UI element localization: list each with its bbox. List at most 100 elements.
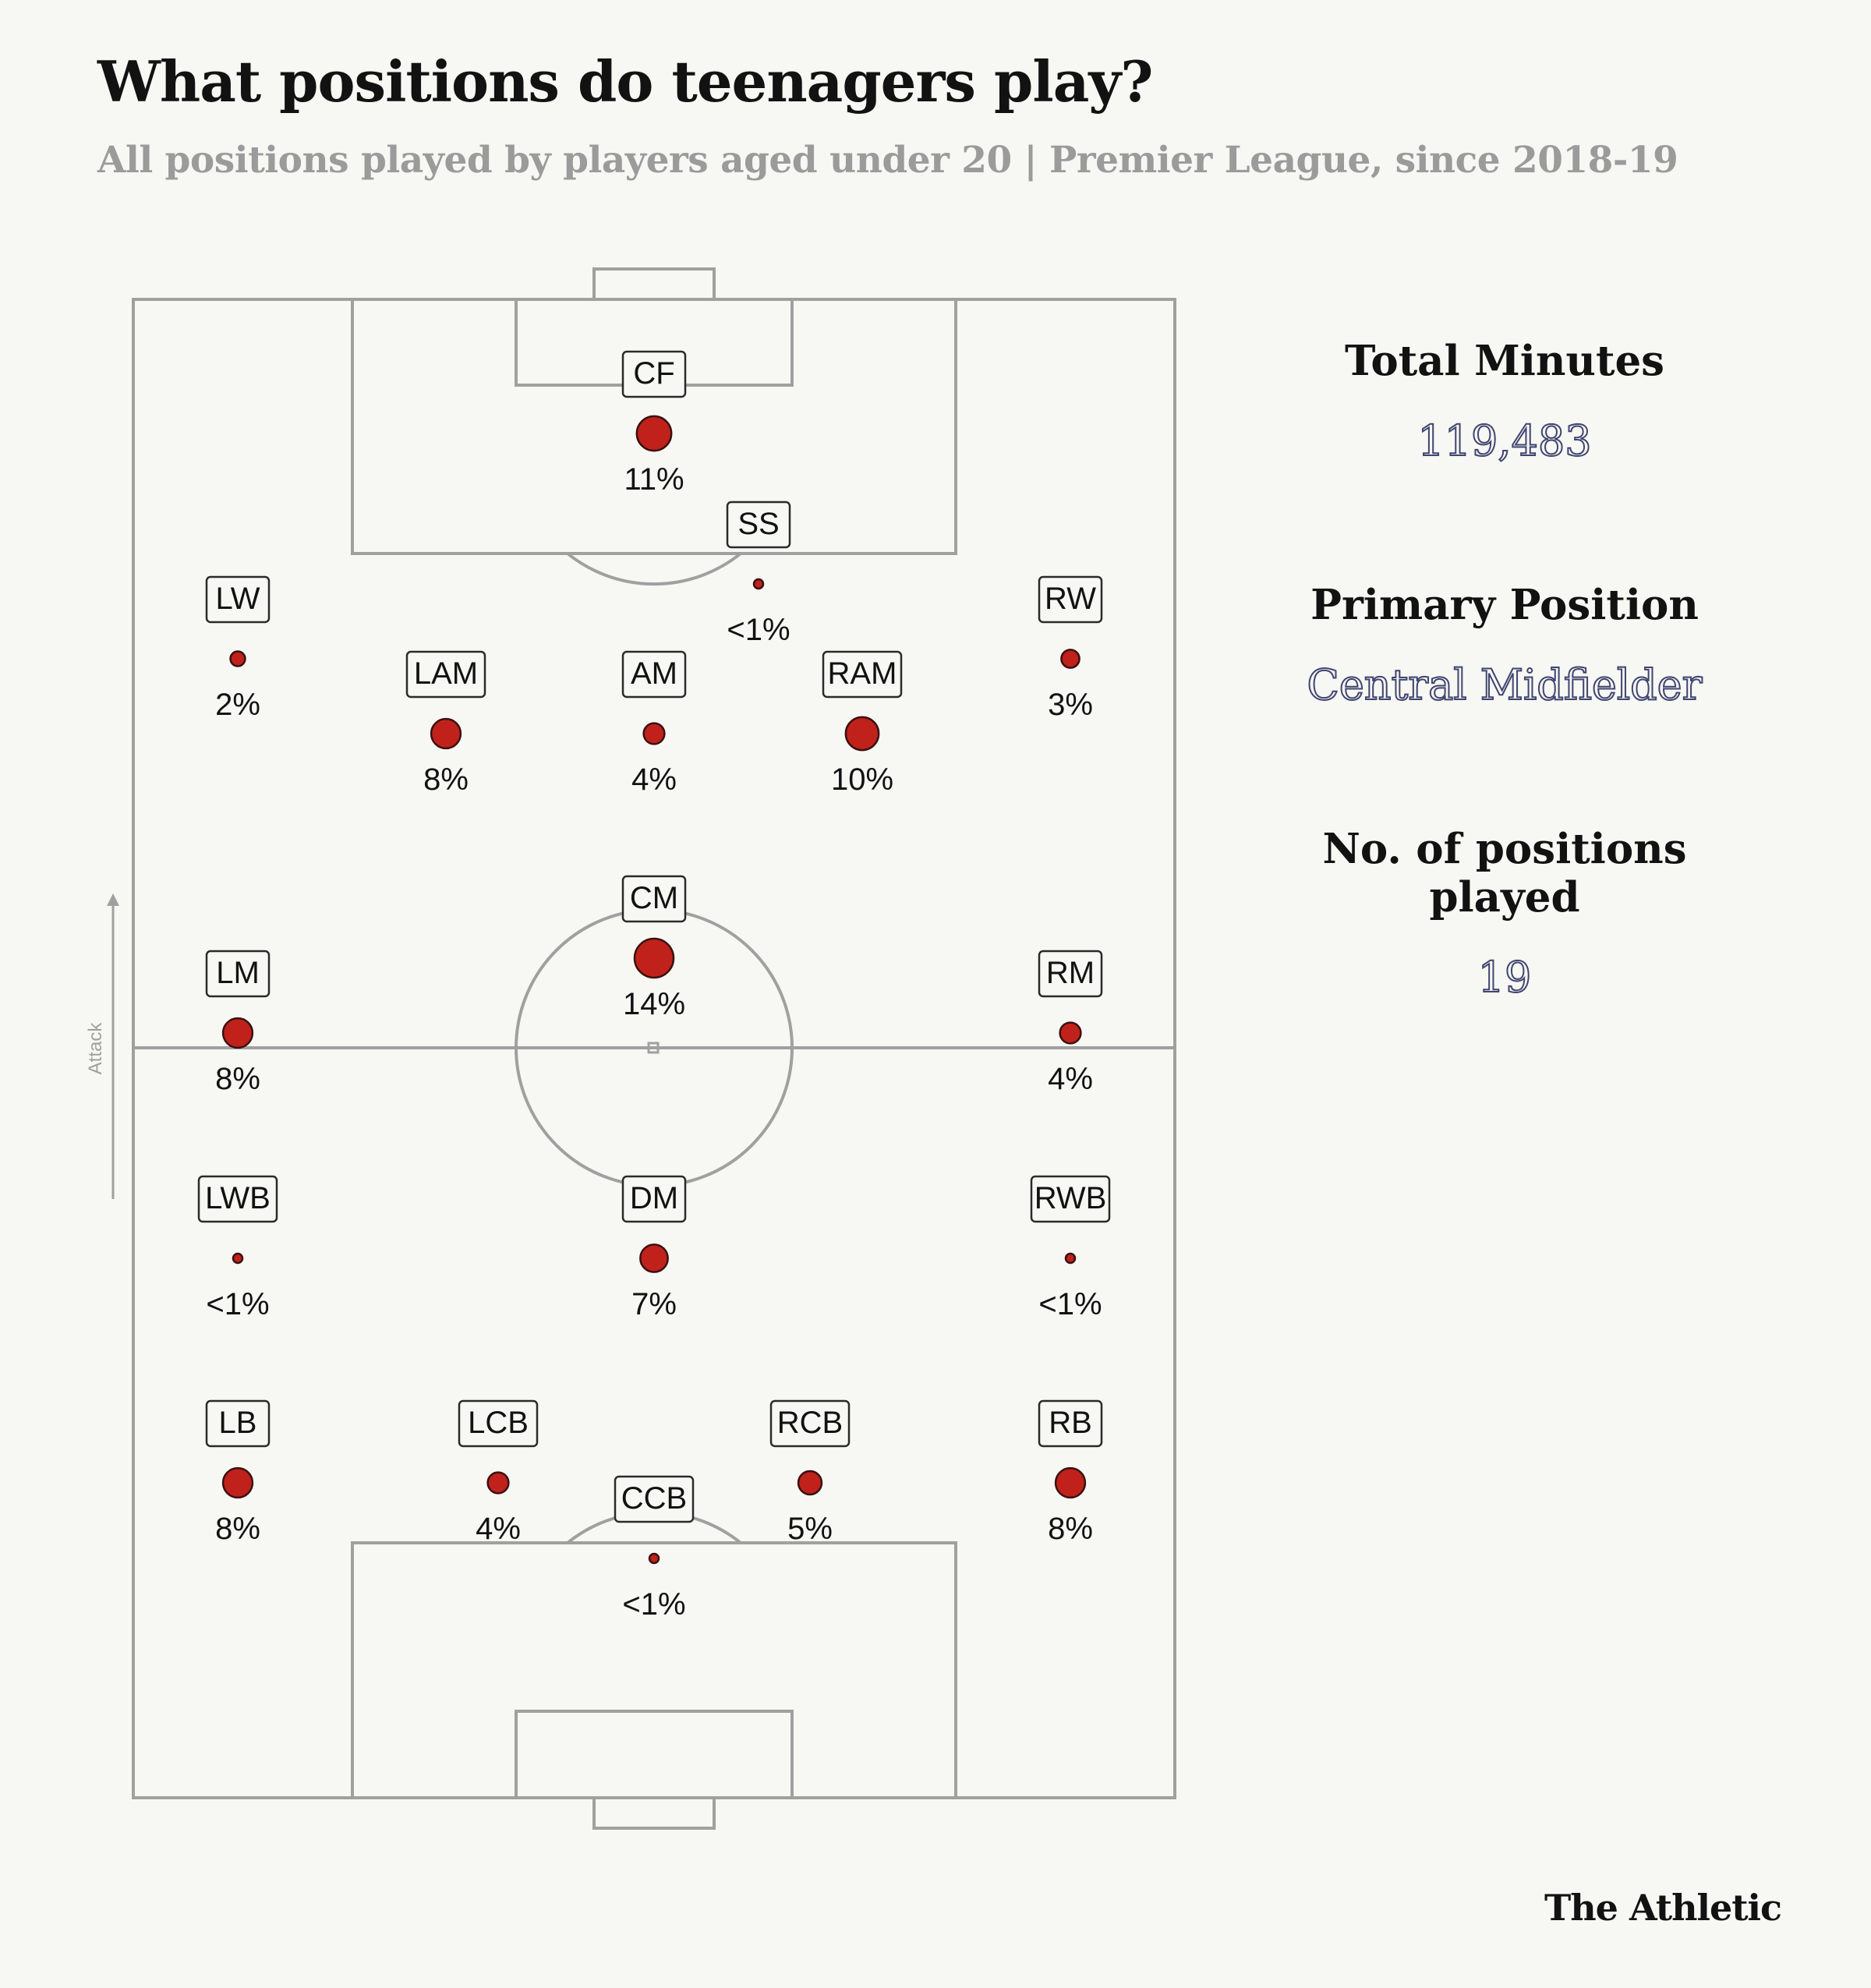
position-dm: DM 7%	[621, 1175, 687, 1321]
position-label-box	[621, 650, 687, 699]
total-minutes-label: Total Minutes	[1344, 337, 1665, 385]
position-label-box	[1038, 1399, 1103, 1448]
top-goal	[592, 267, 716, 301]
position-rm: RM 4%	[1038, 950, 1103, 1096]
position-dot	[229, 650, 246, 667]
position-percentage: 8%	[1048, 1512, 1093, 1546]
position-dot	[486, 1471, 510, 1495]
position-label-box	[822, 650, 903, 699]
position-percentage: 11%	[624, 462, 684, 497]
primary-position-block: Primary Position Central Midfielder	[1247, 581, 1762, 710]
position-label-box	[621, 350, 687, 398]
total-minutes-value: 119,483	[1417, 416, 1592, 466]
position-dot	[633, 937, 675, 979]
position-label: LB	[219, 1406, 257, 1440]
position-label: CM	[630, 881, 678, 915]
position-dot	[430, 717, 462, 750]
brand-logo: The Athletic	[1544, 1887, 1782, 1929]
position-dot	[1059, 1021, 1082, 1045]
position-label-box	[621, 1175, 687, 1223]
position-dot	[221, 1017, 254, 1049]
position-percentage: 5%	[787, 1512, 833, 1546]
total-minutes-block: Total Minutes 119,483	[1247, 337, 1762, 466]
position-rb: RB 8%	[1038, 1399, 1103, 1546]
position-dot	[1060, 649, 1081, 669]
position-percentage: 3%	[1048, 688, 1093, 722]
position-dot	[635, 415, 673, 452]
chart-subtitle: All positions played by players aged und…	[97, 139, 1678, 182]
positions-played-label: No. of positions played	[1322, 825, 1687, 921]
position-label: RB	[1049, 1406, 1092, 1440]
position-ccb: CCB <1%	[614, 1475, 695, 1622]
top-penalty-arc	[566, 552, 742, 586]
position-label: LAM	[414, 656, 478, 691]
position-label-box	[614, 1475, 695, 1523]
position-label: RAM	[828, 656, 897, 691]
position-percentage: 2%	[215, 688, 260, 722]
position-percentage: 4%	[476, 1512, 521, 1546]
position-label: LW	[215, 582, 260, 616]
position-dot	[1054, 1466, 1087, 1499]
position-dot	[221, 1466, 254, 1499]
position-label-box	[1038, 950, 1103, 998]
position-label-box	[1038, 575, 1103, 624]
attack-arrow-icon	[107, 893, 119, 906]
position-percentage: 4%	[1048, 1062, 1093, 1096]
position-ram: RAM 10%	[822, 650, 903, 797]
position-lam: LAM 8%	[405, 650, 486, 797]
attack-label: Attack	[85, 1022, 106, 1075]
position-label: RCB	[777, 1406, 843, 1440]
position-ss: SS <1%	[726, 501, 791, 647]
position-rcb: RCB 5%	[769, 1399, 851, 1546]
position-label: DM	[630, 1181, 678, 1215]
position-label: SS	[737, 507, 779, 541]
position-percentage: 8%	[423, 762, 469, 797]
position-dot	[648, 1552, 660, 1565]
position-percentage: 10%	[831, 762, 893, 797]
position-label: CF	[633, 356, 674, 391]
position-label-box	[205, 575, 271, 624]
positions-played-block: No. of positions played 19	[1247, 825, 1762, 1003]
position-dot	[1064, 1252, 1077, 1265]
position-lw: LW 2%	[205, 575, 271, 722]
position-dot	[639, 1243, 669, 1273]
positions-played-value: 19	[1477, 952, 1533, 1003]
position-label-box	[405, 650, 486, 699]
bottom-goal	[592, 1796, 716, 1830]
position-label: RW	[1045, 582, 1096, 616]
position-lwb: LWB <1%	[197, 1175, 278, 1321]
position-label: LWB	[205, 1181, 271, 1215]
position-dot	[844, 716, 880, 752]
position-cm: CM 14%	[621, 875, 687, 1021]
position-label: RM	[1046, 956, 1095, 990]
position-label: CCB	[621, 1481, 687, 1516]
position-dot	[797, 1470, 823, 1496]
position-dot	[642, 722, 666, 745]
position-percentage: <1%	[1038, 1287, 1102, 1321]
position-dot	[752, 578, 765, 590]
position-percentage: 8%	[215, 1062, 260, 1096]
position-label-box	[621, 875, 687, 923]
position-percentage: <1%	[206, 1287, 269, 1321]
position-label-box	[197, 1175, 278, 1223]
center-spot	[647, 1042, 660, 1054]
position-lb: LB 8%	[205, 1399, 271, 1546]
position-lcb: LCB 4%	[458, 1399, 539, 1546]
position-percentage: 14%	[623, 987, 685, 1021]
position-label-box	[1030, 1175, 1111, 1223]
position-label-box	[769, 1399, 851, 1448]
position-label-box	[726, 501, 791, 549]
bottom-six-yard-box	[515, 1710, 794, 1799]
position-label: LCB	[468, 1406, 529, 1440]
position-label-box	[205, 1399, 271, 1448]
position-label-box	[205, 950, 271, 998]
position-dot	[232, 1252, 244, 1265]
position-marks: CF 11% SS <1% LW 2% RW 3% LAM 8% AM 4% RAM 10% CM 14% LM…	[197, 350, 1111, 1622]
position-rwb: RWB <1%	[1030, 1175, 1111, 1321]
position-cf: CF 11%	[621, 350, 687, 497]
position-lm: LM 8%	[205, 950, 271, 1096]
position-percentage: 7%	[631, 1287, 677, 1321]
bottom-penalty-box	[351, 1541, 957, 1799]
position-rw: RW 3%	[1038, 575, 1103, 722]
